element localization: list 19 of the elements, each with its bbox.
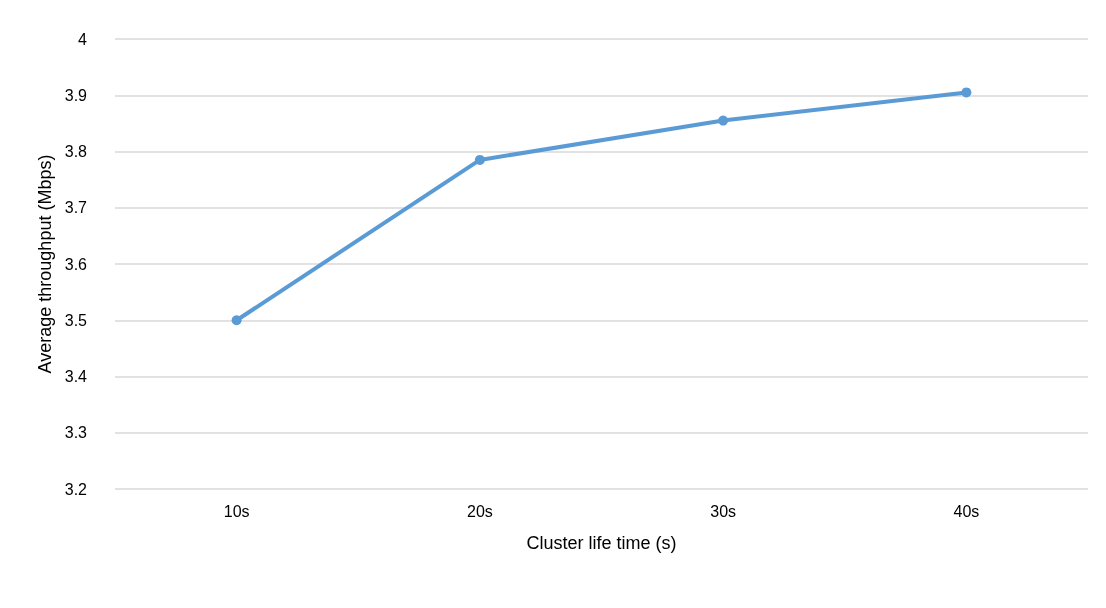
x-tick-label: 20s — [466, 502, 493, 520]
x-tick-label: 40s — [953, 502, 980, 520]
point — [474, 154, 485, 165]
y-tick-label: 3.5 — [64, 311, 88, 329]
point — [718, 115, 729, 126]
y-tick-label: 3.8 — [64, 143, 88, 160]
y-tick-label: 3.7 — [64, 199, 88, 217]
x-axis-title: Cluster life time (s) — [526, 533, 677, 553]
y-tick-label: 3.2 — [64, 480, 88, 498]
point — [961, 87, 972, 98]
y-tick-label: 3.4 — [64, 368, 88, 385]
x-tick-label: 30s — [710, 502, 737, 520]
y-tick-label: 3.3 — [64, 424, 88, 442]
y-tick-label: 3.9 — [64, 86, 88, 104]
x-tick-label: 10s — [223, 502, 250, 520]
y-tick-label: 4 — [78, 30, 88, 48]
y-tick-label: 3.6 — [64, 255, 88, 273]
y-axis-title: Average throughput (Mbps) — [34, 154, 55, 374]
point — [231, 315, 242, 326]
